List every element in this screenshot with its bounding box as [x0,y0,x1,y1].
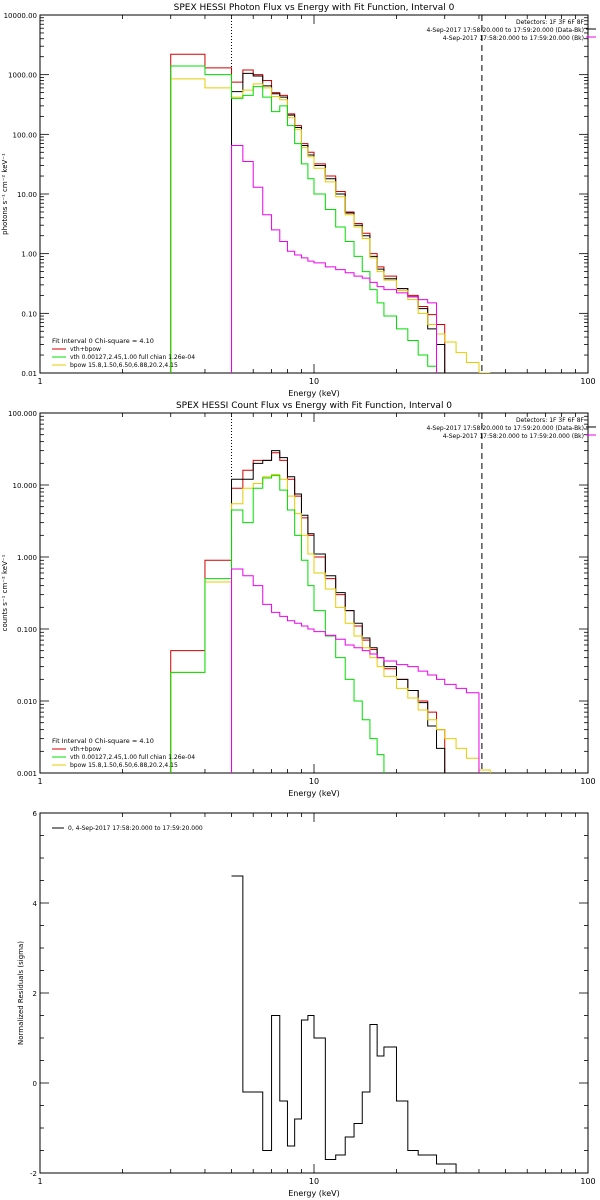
series-data_black-line [170,72,446,373]
series-bpow-line [170,473,491,773]
x-tick-label: 10 [309,1177,319,1186]
series-data_black-line [170,450,446,773]
series-data_black-line [231,875,491,1173]
x-axis-label: Energy (keV) [288,789,340,798]
x-tick-label: 10 [309,377,319,386]
y-tick-label: 1.00 [21,251,37,259]
series-bpow-line [170,78,491,373]
series-total_fit-line [170,452,446,773]
y-tick-label: 0.100 [17,626,37,634]
y-axis-label: counts s⁻¹ cm⁻² keV⁻¹ [1,554,9,631]
legend-label: bpow 15.8,1.50,6.50,6.88,20.2,4.15 [70,762,178,769]
x-tick-label: 1 [37,777,42,786]
y-axis-label: photons s⁻¹ cm⁻² keV⁻¹ [1,153,9,235]
legend-label: vth+bpow [70,746,101,753]
series-group [170,53,491,373]
chart-title: SPEX HESSI Photon Flux vs Energy with Fi… [174,3,455,13]
x-tick-label: 10 [309,777,319,786]
header-line-2: 4-Sep-2017 17:58:20.000 to 17:59:20.000 … [426,425,584,432]
y-tick-label: 0.001 [17,770,37,778]
chart-panel-3: 1 10 100 Energy (keV) -2 0 2 4 6 Normalized Resid… [17,810,596,1198]
series-vth-line [170,475,385,773]
y-tick-label: 10.00 [17,191,37,199]
header-line-3: 4-Sep-2017 17:58:20.000 to 17:59:20.000 … [443,433,584,440]
series-background-line [231,568,480,773]
legend-label: vth 0.00127,2.45,1.00 full chian 1.26e-0… [70,754,195,761]
legend-label: 0, 4-Sep-2017 17:58:20.000 to 17:59:20.0… [68,825,203,832]
header-line-3: 4-Sep-2017 17:58:20.000 to 17:59:20.000 … [443,35,584,42]
y-tick-label: -2 [30,1170,37,1178]
series-background-line [231,145,438,373]
x-tick-label: 100 [580,777,595,786]
header-line-1: Detectors: 1F 3F 6F 8F [516,417,585,424]
x-tick-label: 100 [580,377,595,386]
legend-label: vth+bpow [70,346,101,353]
header-line-2: 4-Sep-2017 17:58:20.000 to 17:59:20.000 … [426,27,584,34]
y-tick-label: 10.000 [13,482,38,490]
y-tick-label: 0.01 [21,370,37,378]
y-tick-label: 4 [33,900,38,908]
series-group [231,875,491,1173]
y-tick-label: 0.010 [17,698,37,706]
x-tick-label: 1 [37,1177,42,1186]
y-tick-label: 1.000 [17,554,37,562]
y-tick-label: 1000.00 [8,72,37,80]
y-tick-label: 100.00 [13,131,38,139]
x-axis-label: Energy (keV) [288,389,340,398]
series-vth-line [170,65,438,373]
chart-title: SPEX HESSI Count Flux vs Energy with Fit… [176,401,452,411]
chart-panel-1: SPEX HESSI Photon Flux vs Energy with Fi… [1,3,596,398]
fit-chi-square-label: Fit Interval 0 Chi-square = 4.10 [52,737,154,745]
y-tick-label: 100.000 [8,410,37,418]
y-tick-label: 0 [33,1080,37,1088]
plot-frame [39,812,589,1174]
chart-panel-2: SPEX HESSI Count Flux vs Energy with Fit… [1,401,596,798]
x-axis-label: Energy (keV) [288,1189,340,1198]
y-axis-label: Normalized Residuals (sigma) [17,941,25,1045]
series-total_fit-line [170,53,446,373]
y-tick-label: 0.10 [21,310,37,318]
x-tick-label: 1 [37,377,42,386]
legend-label: vth 0.00127,2.45,1.00 full chian 1.26e-0… [70,354,195,361]
y-tick-label: 2 [33,990,37,998]
y-tick-label: 10000.00 [4,12,37,20]
series-group [170,450,491,773]
header-line-1: Detectors: 1F 3F 6F 8F [516,19,585,26]
y-tick-label: 6 [33,810,38,818]
fit-chi-square-label: Fit Interval 0 Chi-square = 4.10 [52,337,154,345]
legend-label: bpow 15.8,1.50,6.50,6.88,20.2,4.15 [70,362,178,369]
x-tick-label: 100 [580,1177,595,1186]
